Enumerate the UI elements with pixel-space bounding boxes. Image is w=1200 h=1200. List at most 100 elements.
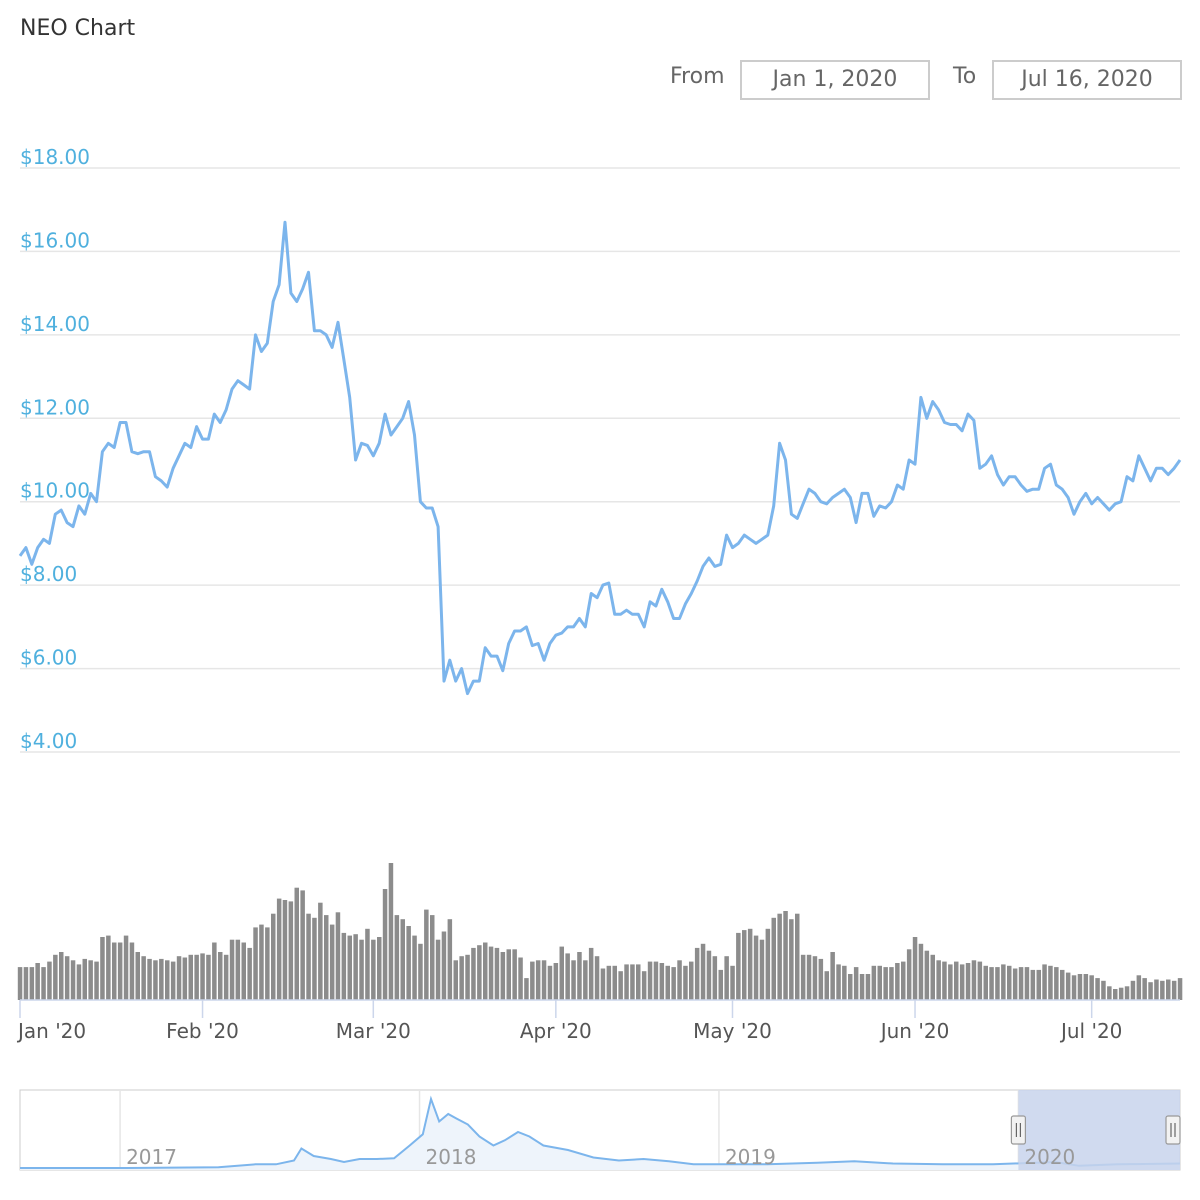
volume-bar (895, 963, 900, 1000)
volume-bar (123, 935, 129, 1000)
volume-bar (759, 939, 765, 1000)
volume-bar (147, 958, 152, 1000)
volume-bar (35, 963, 40, 1000)
volume-bar (1130, 980, 1136, 1000)
volume-bar (694, 947, 700, 1000)
volume-bar (983, 965, 988, 1001)
volume-bar (936, 960, 941, 1000)
volume-bar (853, 967, 859, 1000)
volume-bar (771, 917, 776, 1000)
to-date-input[interactable]: Jul 16, 2020 (992, 60, 1182, 100)
volume-bar (23, 967, 29, 1000)
volume-bar (512, 949, 517, 1000)
volume-bar (1054, 967, 1059, 1000)
volume-bar (1018, 967, 1024, 1000)
volume-bar (94, 961, 99, 1000)
volume-bar (624, 964, 629, 1000)
volume-bar (659, 963, 665, 1000)
volume-bar (400, 919, 405, 1000)
volume-bar (76, 964, 82, 1000)
navigator-left-handle[interactable] (1010, 1115, 1027, 1145)
y-tick-label: $10.00 (20, 479, 90, 503)
volume-bar (459, 956, 464, 1000)
y-tick-label: $18.00 (20, 145, 90, 169)
volume-bar (641, 971, 647, 1000)
volume-bar (518, 957, 523, 1000)
from-date-input[interactable]: Jan 1, 2020 (740, 60, 930, 100)
volume-bar (724, 956, 729, 1000)
volume-bar (1071, 975, 1077, 1000)
y-tick-label: $14.00 (20, 312, 90, 336)
volume-bar (565, 953, 570, 1000)
x-tick-label: Mar '20 (336, 1019, 411, 1043)
volume-bar (930, 954, 935, 1000)
volume-bar (901, 961, 906, 1000)
volume-bar (588, 947, 594, 1000)
volume-bar (777, 913, 782, 1000)
volume-bar (353, 934, 358, 1000)
volume-bar (477, 945, 482, 1000)
volume-bar (483, 942, 488, 1000)
volume-bar (282, 900, 288, 1000)
x-tick-label: May '20 (693, 1019, 772, 1043)
volume-bar (176, 956, 182, 1000)
volume-bar (889, 967, 894, 1000)
volume-bar (706, 950, 712, 1000)
volume-bar (806, 954, 812, 1000)
volume-bar (53, 954, 58, 1000)
navigator[interactable]: 2017 2018 2019 2020 (19, 1089, 1181, 1171)
volume-bar (218, 952, 223, 1000)
volume-bar (1089, 975, 1094, 1000)
volume-bar (447, 919, 453, 1000)
volume-bar (388, 863, 394, 1000)
y-tick-label: $4.00 (20, 729, 77, 753)
volume-bar (594, 956, 600, 1000)
navigator-year-label: 2018 (426, 1145, 477, 1169)
volume-bar (165, 960, 170, 1000)
volume-bar (606, 965, 612, 1001)
x-tick-label: Jan '20 (16, 1019, 86, 1043)
volume-bar (848, 974, 853, 1000)
volume-bar (300, 890, 305, 1000)
volume-bar (1136, 975, 1142, 1000)
volume-bar (359, 939, 364, 1000)
volume-bar (842, 965, 847, 1001)
volume-bar (954, 961, 959, 1000)
volume-bar (1166, 979, 1171, 1001)
from-label: From (670, 64, 725, 89)
navigator-selection[interactable] (1018, 1090, 1180, 1170)
x-tick-label: Jun '20 (879, 1019, 950, 1043)
volume-bar (318, 902, 323, 1000)
volume-bar (377, 937, 382, 1000)
volume-bar (836, 964, 841, 1000)
volume-bar (1042, 964, 1047, 1000)
navigator-right-handle[interactable] (1165, 1115, 1181, 1145)
volume-bar (1101, 980, 1106, 1000)
volume-bar (653, 961, 659, 1000)
volume-bar (918, 943, 924, 1000)
volume-bar (394, 915, 400, 1000)
volume-bar (206, 954, 211, 1000)
volume-bar (17, 967, 23, 1000)
volume-bar (29, 967, 35, 1000)
volume-bar (117, 942, 123, 1000)
volume-bar (683, 965, 688, 1001)
volume-bar (1036, 969, 1041, 1000)
volume-bar (259, 924, 264, 1000)
volume-bar (235, 939, 241, 1000)
volume-bar (912, 937, 918, 1000)
volume-bar (70, 960, 76, 1000)
volume-bar (571, 960, 576, 1000)
volume-bar (1007, 965, 1012, 1001)
volume-bar (265, 927, 270, 1000)
volume-bar (412, 935, 417, 1000)
volume-bar (182, 957, 188, 1000)
volume-bar (753, 935, 759, 1000)
volume-bar (1118, 987, 1124, 1000)
volume-bar (547, 965, 553, 1001)
volume-bar (712, 956, 718, 1000)
volume-bar (1030, 969, 1036, 1000)
volume-bar (600, 968, 606, 1000)
volume-bar (541, 960, 547, 1000)
